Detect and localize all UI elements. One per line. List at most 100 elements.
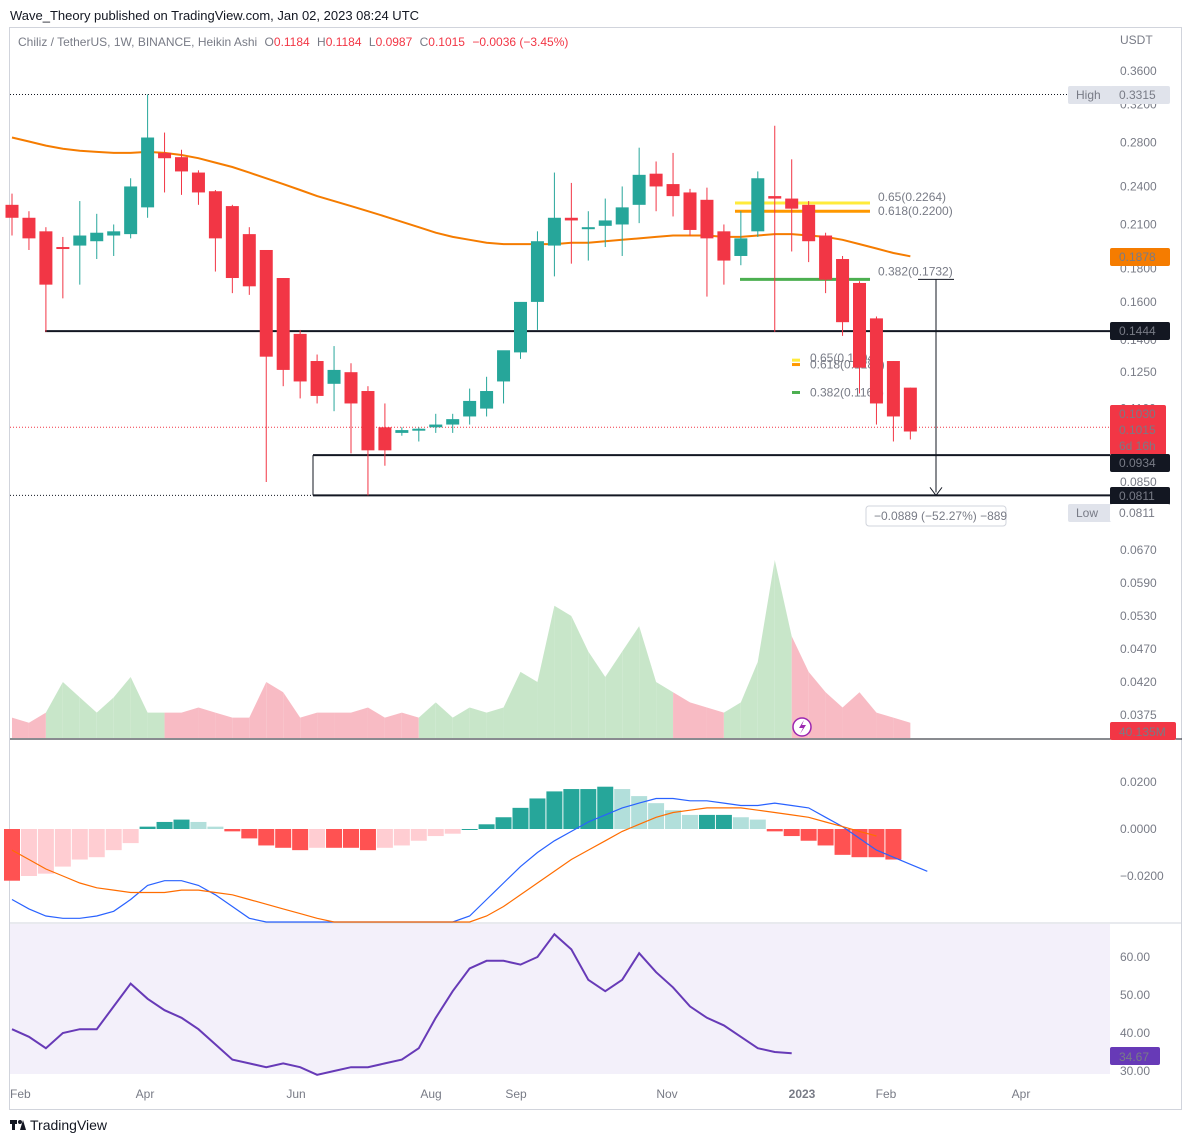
rsi-tick-label: 30.00 (1120, 1064, 1150, 1078)
macd-histogram-bar (427, 829, 444, 837)
volume-area-segment (673, 692, 690, 738)
price-tick-label: 0.2800 (1120, 136, 1157, 150)
candle-body (751, 178, 765, 232)
volume-area-segment (45, 682, 63, 738)
time-tick-label: 2023 (789, 1087, 816, 1101)
measure-box (865, 505, 1007, 527)
macd-line (11, 797, 928, 923)
candle-body (310, 361, 324, 396)
candle-body (327, 369, 341, 384)
high-value: 0.1184 (325, 35, 362, 49)
measure-arrowhead (929, 487, 943, 497)
volume-area-segment (232, 717, 250, 738)
candle-body (22, 217, 36, 239)
symbol-legend: Chiliz / TetherUS, 1W, BINANCE, Heikin A… (18, 35, 568, 49)
tradingview-logo-icon (10, 1120, 26, 1130)
candle-body (530, 241, 544, 302)
candle-body (564, 217, 578, 221)
volume-area-segment (859, 692, 877, 738)
candle-body (395, 430, 409, 433)
macd-histogram-bar (20, 829, 37, 876)
high-key: H (317, 35, 326, 49)
countdown-label: 6d 16h (1119, 439, 1156, 453)
candle-body (683, 192, 697, 230)
candle-body (175, 157, 188, 172)
support-tag-1: 0.0934 (1119, 456, 1156, 470)
macd-histogram-bar (665, 810, 682, 829)
candle-body (141, 137, 155, 208)
candle-body (56, 247, 70, 250)
candle-body (191, 172, 205, 193)
macd-histogram-bar (88, 829, 105, 858)
macd-histogram-bar (54, 829, 71, 867)
close-value: 0.1015 (428, 35, 465, 49)
macd-histogram-bar (817, 829, 834, 846)
macd-histogram-bar (105, 829, 122, 851)
lightning-icon-glyph (799, 720, 806, 734)
volume-area-segment (452, 707, 470, 738)
chart-frame (9, 27, 1182, 1110)
volume-area-segment (317, 712, 335, 738)
time-tick-label: Jun (286, 1087, 305, 1101)
macd-histogram-bar (376, 829, 393, 848)
macd-histogram-bar (597, 786, 614, 829)
fib-label: 0.382(0.1732) (878, 264, 953, 278)
candle-body (242, 234, 256, 287)
fib-label: 0.618(0.2200) (878, 204, 953, 218)
symbol-name: Chiliz / TetherUS, 1W, BINANCE, Heikin A… (18, 35, 258, 49)
open-key: O (264, 35, 274, 49)
support-tag-1-box (1110, 454, 1170, 472)
candle-body (768, 196, 782, 199)
candle-body (208, 191, 222, 239)
macd-histogram-bar (529, 798, 546, 829)
macd-histogram-bar (4, 829, 20, 881)
volume-tick-label: 0.0530 (1120, 609, 1157, 623)
volume-area-segment (774, 560, 792, 738)
price-tag-1030: 0.1030 (1119, 407, 1156, 421)
candle-body (632, 174, 646, 205)
fib-label: 0.382(0.1164) (810, 385, 884, 399)
candle-body (429, 424, 443, 428)
low-tag-key: Low (1076, 506, 1098, 520)
rsi-tag-box (1110, 1047, 1160, 1065)
macd-histogram-bar (275, 829, 292, 848)
candle-body (615, 207, 629, 225)
volume-area-segment (690, 702, 707, 738)
low-value: 0.0987 (375, 35, 413, 49)
ma-tag: 0.1878 (1119, 250, 1156, 264)
volume-area-segment (96, 697, 114, 738)
volume-area-segment (588, 651, 606, 738)
time-tick-label: Apr (136, 1087, 155, 1101)
resistance-tag-box (1110, 322, 1170, 340)
volume-area-segment (520, 671, 538, 738)
volume-area-segment (351, 707, 368, 738)
macd-histogram-bar (207, 826, 224, 829)
macd-histogram-bar (241, 829, 258, 839)
volume-tick-label: 0.0470 (1120, 642, 1157, 656)
candle-body (903, 387, 917, 432)
candle-body (514, 301, 527, 353)
macd-histogram-bar (359, 829, 376, 851)
price-tick-label: 0.2100 (1120, 217, 1157, 231)
macd-histogram-bar (749, 819, 766, 829)
volume-area-segment (656, 682, 674, 738)
change-value: −0.0036 (−3.45%) (472, 35, 569, 49)
volume-area-segment (401, 712, 419, 738)
volume-area-segment (605, 651, 623, 738)
macd-histogram-bar (444, 829, 461, 834)
rsi-background (10, 924, 1110, 1074)
macd-histogram-bar (800, 829, 817, 841)
volume-area-segment (435, 702, 453, 738)
candle-body (73, 235, 87, 246)
price-tick-label: 0.3600 (1120, 64, 1157, 78)
candle-body (90, 232, 104, 242)
volume-area-segment (249, 682, 267, 738)
brand-name: TradingView (30, 1117, 108, 1133)
volume-area-segment (469, 707, 487, 738)
macd-histogram-bar (139, 826, 156, 829)
high-tag-box (1110, 86, 1170, 104)
volume-area-segment (622, 626, 640, 738)
rsi-tick-label: 60.00 (1120, 950, 1150, 964)
volume-area-segment (334, 712, 351, 738)
